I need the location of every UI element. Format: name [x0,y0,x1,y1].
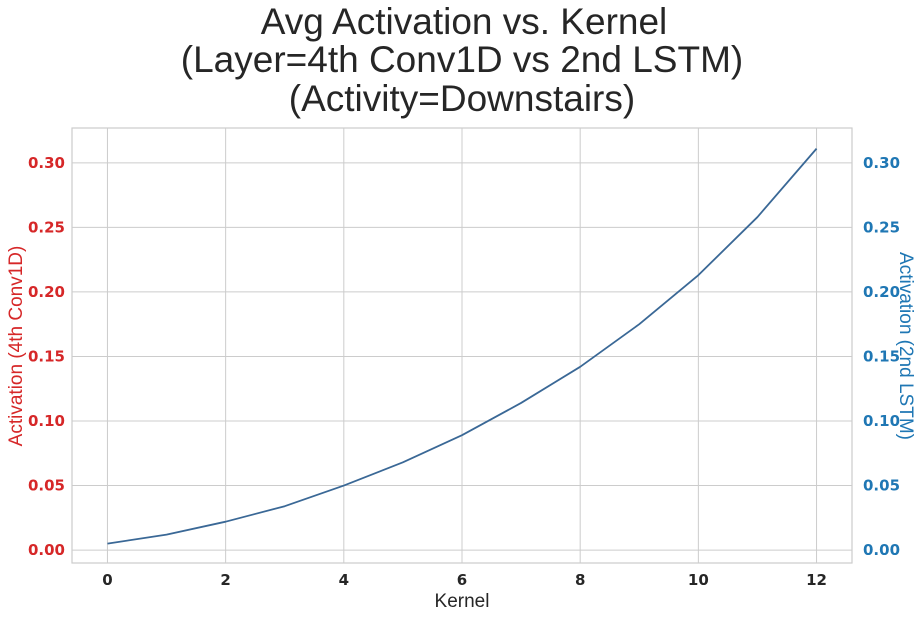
x-tick-label-1: 2 [220,571,230,589]
y-right-tick-label-6: 0.30 [863,154,900,172]
x-tick-label-4: 8 [575,571,585,589]
y-right-tick-label-5: 0.25 [863,218,900,236]
x-axis-label: Kernel [435,591,490,612]
y-right-tick-label-2: 0.10 [863,412,900,430]
y-right-tick-label-3: 0.15 [863,347,900,365]
title-line-3: (Activity=Downstairs) [289,78,635,119]
y-left-tick-label-0: 0.00 [28,541,65,559]
y-right-tick-labels: 0.00 0.05 0.10 0.15 0.20 0.25 0.30 [863,154,900,559]
y-left-tick-label-5: 0.25 [28,218,65,236]
x-tick-label-6: 12 [806,571,827,589]
grid [72,128,852,563]
y-left-tick-label-4: 0.20 [28,283,65,301]
y-left-axis-label: Activation (4th Conv1D) [6,246,27,447]
x-tick-label-0: 0 [102,571,112,589]
y-right-tick-label-1: 0.05 [863,477,900,495]
y-left-tick-label-3: 0.15 [28,347,65,365]
y-right-tick-label-4: 0.20 [863,283,900,301]
plot-frame [71,127,853,564]
x-tick-label-5: 10 [688,571,709,589]
x-tick-label-3: 6 [457,571,467,589]
x-tick-label-2: 4 [339,571,349,589]
y-left-tick-label-6: 0.30 [28,154,65,172]
title-line-1: Avg Activation vs. Kernel [261,1,668,42]
y-left-tick-labels: 0.00 0.05 0.10 0.15 0.20 0.25 0.30 [28,154,65,559]
title-line-2: (Layer=4th Conv1D vs 2nd LSTM) [181,39,743,80]
chart-title: Avg Activation vs. Kernel (Layer=4th Con… [181,1,743,119]
y-left-tick-label-1: 0.05 [28,477,65,495]
series-line-0 [107,148,818,545]
x-tick-labels: 0 2 4 6 8 10 12 [102,571,827,589]
series-group [107,148,818,545]
y-right-axis-label: Activation (2nd LSTM) [895,252,916,440]
y-right-tick-label-0: 0.00 [863,541,900,559]
y-left-tick-label-2: 0.10 [28,412,65,430]
